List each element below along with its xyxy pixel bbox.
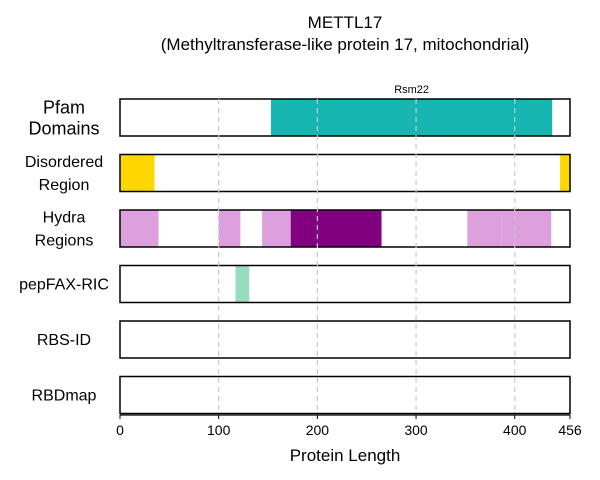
track-background xyxy=(120,321,570,358)
track-row: Disordered Region xyxy=(25,153,571,194)
row-label: Hydra xyxy=(43,210,86,227)
feature-segment xyxy=(467,210,502,247)
chart-subtitle: (Methyltransferase-like protein 17, mito… xyxy=(161,35,530,54)
x-tick-label: 300 xyxy=(404,422,428,438)
x-tick-label: 456 xyxy=(558,422,582,438)
feature-segment xyxy=(120,154,155,192)
row-label: pepFAX-RIC xyxy=(19,277,109,294)
row-label: Region xyxy=(39,177,90,194)
row-label: Pfam xyxy=(43,97,85,117)
x-tick-label: 200 xyxy=(306,422,330,438)
feature-segment xyxy=(120,210,159,247)
track-border xyxy=(119,264,571,304)
track-row: RBDmap xyxy=(32,375,571,415)
track-border xyxy=(119,98,571,137)
track-background xyxy=(120,265,570,303)
row-label: RBDmap xyxy=(32,388,97,405)
x-axis-label: Protein Length xyxy=(290,446,401,465)
track-border xyxy=(119,320,571,359)
gridlines xyxy=(218,99,516,415)
feature-segment xyxy=(235,265,250,303)
chart-title: METTL17 xyxy=(308,13,383,32)
row-label: Domains xyxy=(28,118,99,138)
x-tick-label: 400 xyxy=(503,422,527,438)
domain-label: Rsm22 xyxy=(394,84,429,96)
track-background xyxy=(120,376,570,414)
track-background xyxy=(120,154,570,192)
track-row: Hydra Regions xyxy=(35,209,571,250)
feature-segment xyxy=(270,99,553,136)
track-border xyxy=(119,375,571,415)
feature-segment xyxy=(501,210,552,247)
x-axis: 0 100 200 300 400 456 xyxy=(116,414,582,438)
track-row: pepFAX-RIC xyxy=(19,264,571,304)
row-label: Regions xyxy=(35,233,94,250)
track-border xyxy=(119,153,571,193)
feature-segment xyxy=(218,210,241,247)
feature-segment xyxy=(262,210,291,247)
row-label: RBS-ID xyxy=(37,332,91,349)
x-tick-label: 0 xyxy=(116,422,124,438)
track-border xyxy=(119,209,571,248)
row-label: Disordered xyxy=(25,154,103,171)
feature-segment xyxy=(290,210,382,247)
feature-segment xyxy=(560,154,570,192)
x-tick-label: 100 xyxy=(207,422,231,438)
track-row: RBS-ID xyxy=(37,320,571,359)
